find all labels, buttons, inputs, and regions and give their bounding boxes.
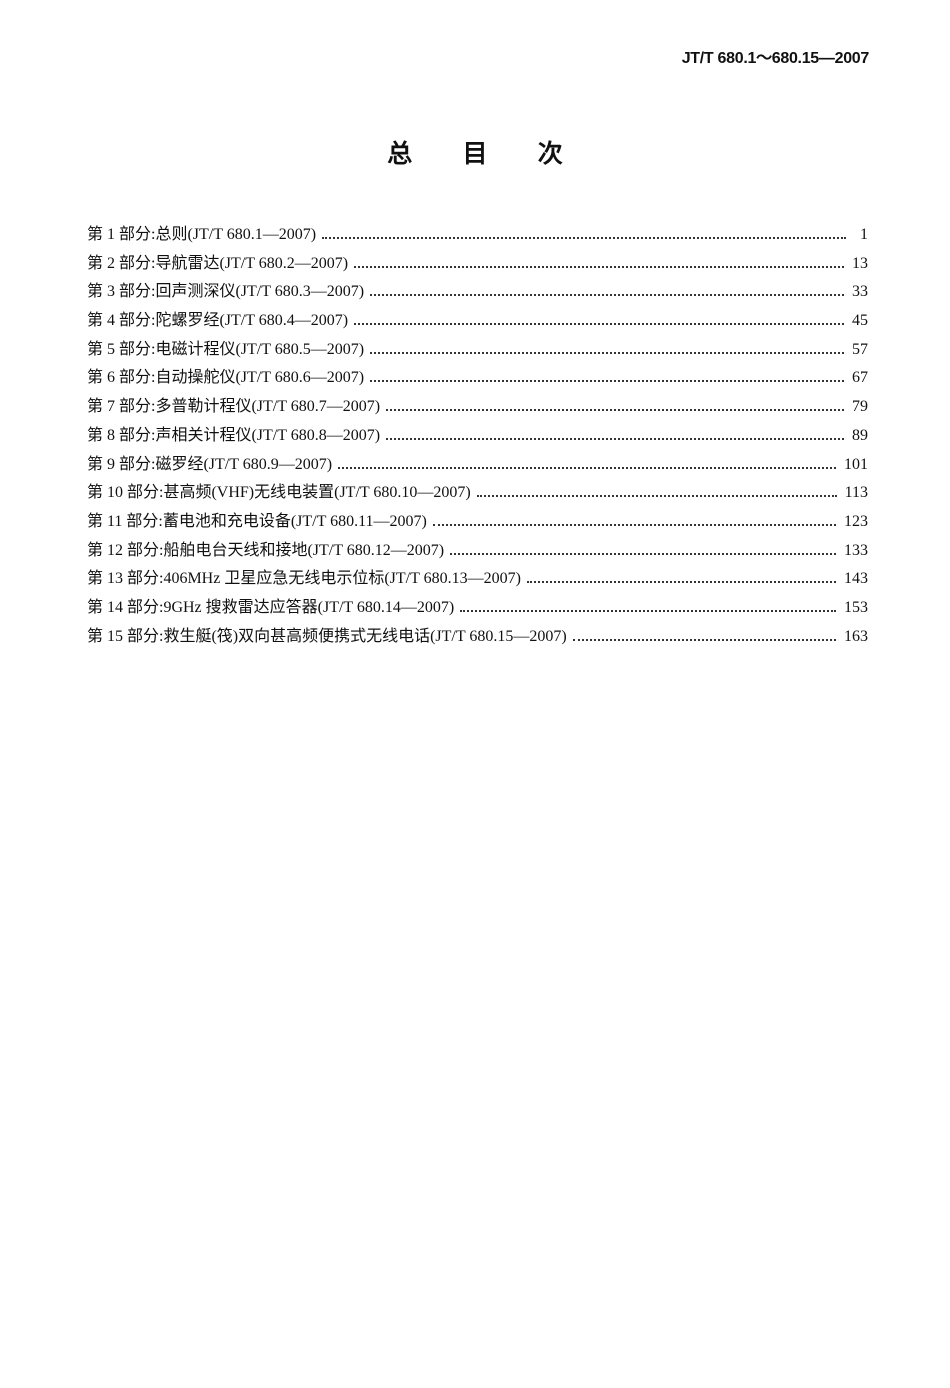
toc-entry-title: 第 3 部分:回声测深仪(JT/T 680.3—2007) — [87, 283, 365, 301]
dot-leader — [450, 552, 836, 555]
dot-leader — [354, 265, 844, 268]
dot-leader — [322, 236, 846, 239]
toc-entry-page: 67 — [852, 369, 868, 387]
toc-entry-title: 第 15 部分:救生艇(筏)双向甚高频便携式无线电话(JT/T 680.15—2… — [87, 627, 567, 645]
toc-entry-page: 123 — [844, 512, 868, 530]
toc-entry[interactable]: 第 15 部分:救生艇(筏)双向甚高频便携式无线电话(JT/T 680.15—2… — [87, 622, 868, 651]
toc-entry-title: 第 14 部分:9GHz 搜救雷达应答器(JT/T 680.14—2007) — [87, 598, 455, 616]
toc-entry-title: 第 6 部分:自动操舵仪(JT/T 680.6—2007) — [87, 369, 365, 387]
toc-entry-page: 79 — [852, 398, 868, 416]
toc-entry[interactable]: 第 3 部分:回声测深仪(JT/T 680.3—2007) 33 — [87, 277, 868, 306]
toc-entry-page: 57 — [852, 340, 868, 358]
toc-entry-page: 45 — [852, 312, 868, 330]
toc-entry-page: 101 — [844, 455, 868, 473]
page-title: 总 目 次 — [387, 141, 585, 168]
dot-leader — [526, 580, 836, 584]
toc-entry[interactable]: 第 6 部分:自动操舵仪(JT/T 680.6—2007) 67 — [87, 363, 868, 392]
toc-entry[interactable]: 第 8 部分:声相关计程仪(JT/T 680.8—2007) 89 — [87, 421, 868, 450]
dot-leader — [476, 494, 837, 498]
toc-entry[interactable]: 第 4 部分:陀螺罗经(JT/T 680.4—2007) 45 — [87, 306, 868, 335]
toc-entry-page: 13 — [852, 254, 868, 272]
toc-entry-title: 第 12 部分:船舶电台天线和接地(JT/T 680.12—2007) — [87, 541, 445, 559]
toc-entry-title: 第 11 部分:蓄电池和充电设备(JT/T 680.11—2007) — [87, 512, 427, 530]
toc-entry[interactable]: 第 1 部分:总则(JT/T 680.1—2007) 1 — [87, 220, 868, 249]
toc-entry-title: 第 9 部分:磁罗经(JT/T 680.9—2007) — [87, 455, 333, 473]
toc-entry-title: 第 1 部分:总则(JT/T 680.1—2007) — [87, 226, 317, 243]
toc-entry[interactable]: 第 14 部分:9GHz 搜救雷达应答器(JT/T 680.14—2007) 15… — [87, 593, 868, 622]
toc-entry-page: 153 — [844, 598, 868, 616]
dot-leader — [386, 437, 844, 440]
dot-leader — [338, 466, 836, 469]
dot-leader — [460, 609, 836, 612]
toc-entry-title: 第 2 部分:导航雷达(JT/T 680.2—2007) — [87, 254, 349, 272]
dot-leader — [370, 293, 844, 297]
toc-entry-page: 1 — [860, 226, 868, 243]
dot-leader — [370, 351, 844, 354]
toc-entry-page: 89 — [852, 426, 868, 444]
toc-entry-title: 第 10 部分:甚高频(VHF)无线电装置(JT/T 680.10—2007) — [87, 484, 471, 502]
toc-entry-page: 113 — [844, 484, 868, 502]
toc-entry[interactable]: 第 2 部分:导航雷达(JT/T 680.2—2007) 13 — [87, 249, 868, 278]
toc-entry-title: 第 5 部分:电磁计程仪(JT/T 680.5—2007) — [87, 340, 365, 358]
toc-entry-page: 143 — [844, 570, 868, 588]
toc-entry[interactable]: 第 13 部分:406MHz 卫星应急无线电示位标(JT/T 680.13—20… — [87, 564, 868, 593]
toc-entry[interactable]: 第 5 部分:电磁计程仪(JT/T 680.5—2007) 57 — [87, 335, 868, 364]
document-code-header: JT/T 680.1～680.15—2007 — [681, 50, 870, 67]
toc-entry[interactable]: 第 7 部分:多普勒计程仪(JT/T 680.7—2007) 79 — [87, 392, 868, 421]
toc-entry-title: 第 13 部分:406MHz 卫星应急无线电示位标(JT/T 680.13—20… — [87, 570, 521, 588]
toc-entry-page: 133 — [844, 541, 868, 559]
dot-leader — [572, 638, 836, 641]
dot-leader — [370, 379, 844, 383]
toc-entry-title: 第 8 部分:声相关计程仪(JT/T 680.8—2007) — [87, 426, 381, 444]
toc-entry-page: 163 — [844, 627, 868, 645]
dot-leader — [386, 408, 844, 412]
dot-leader — [432, 523, 836, 526]
toc-entry[interactable]: 第 10 部分:甚高频(VHF)无线电装置(JT/T 680.10—2007) 1… — [87, 478, 868, 507]
toc-entry[interactable]: 第 9 部分:磁罗经(JT/T 680.9—2007) 101 — [87, 450, 868, 479]
toc-entry[interactable]: 第 11 部分:蓄电池和充电设备(JT/T 680.11—2007) 123 — [87, 507, 868, 536]
toc-entry-title: 第 7 部分:多普勒计程仪(JT/T 680.7—2007) — [87, 398, 381, 416]
table-of-contents: 第 1 部分:总则(JT/T 680.1—2007) 1 第 2 部分:导航雷达(J… — [87, 220, 868, 650]
toc-entry-page: 33 — [852, 283, 868, 301]
toc-entry[interactable]: 第 12 部分:船舶电台天线和接地(JT/T 680.12—2007) 133 — [87, 536, 868, 565]
toc-entry-title: 第 4 部分:陀螺罗经(JT/T 680.4—2007) — [87, 312, 349, 330]
dot-leader — [354, 322, 844, 326]
